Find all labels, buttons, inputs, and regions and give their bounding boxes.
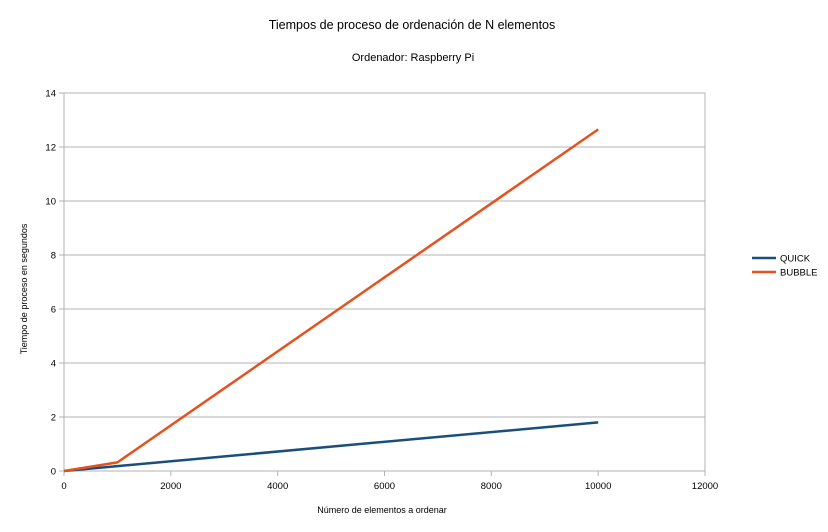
x-tick-label: 4000 bbox=[267, 481, 288, 492]
series-layer bbox=[63, 128, 599, 473]
x-tick-label: 8000 bbox=[481, 481, 502, 492]
y-tick-label: 4 bbox=[51, 359, 56, 370]
y-tick-label: 2 bbox=[51, 413, 56, 424]
y-axis-ticks: 0 2 4 6 8 10 12 14 bbox=[45, 89, 64, 478]
y-tick-label: 14 bbox=[45, 89, 56, 100]
plot-border bbox=[63, 92, 706, 472]
legend-label-bubble: BUBBLE bbox=[780, 268, 818, 279]
y-tick-label: 10 bbox=[45, 197, 56, 208]
series-line-quick bbox=[63, 421, 599, 473]
legend-label-quick: QUICK bbox=[780, 254, 811, 265]
x-tick-label: 10000 bbox=[585, 481, 611, 492]
gridlines bbox=[64, 92, 705, 472]
legend: QUICK BUBBLE bbox=[752, 254, 818, 279]
x-axis-label: Número de elementos a ordenar bbox=[317, 505, 447, 515]
x-tick-label: 6000 bbox=[374, 481, 395, 492]
y-axis-label: Tiempo de proceso en segundos bbox=[19, 223, 29, 354]
y-tick-label: 12 bbox=[45, 143, 56, 154]
plot-area bbox=[63, 92, 706, 472]
y-tick-label: 8 bbox=[51, 251, 56, 262]
x-tick-label: 12000 bbox=[692, 481, 718, 492]
x-tick-label: 2000 bbox=[160, 481, 181, 492]
chart-title: Tiempos de proceso de ordenación de N el… bbox=[269, 18, 556, 32]
series-line-bubble bbox=[63, 128, 599, 473]
y-tick-label: 6 bbox=[51, 305, 56, 316]
x-axis-ticks: 0 2000 4000 6000 8000 10000 12000 bbox=[61, 471, 718, 492]
x-tick-label: 0 bbox=[61, 481, 66, 492]
y-tick-label: 0 bbox=[51, 467, 56, 478]
chart-subtitle: Ordenador: Raspberry Pi bbox=[352, 52, 474, 64]
